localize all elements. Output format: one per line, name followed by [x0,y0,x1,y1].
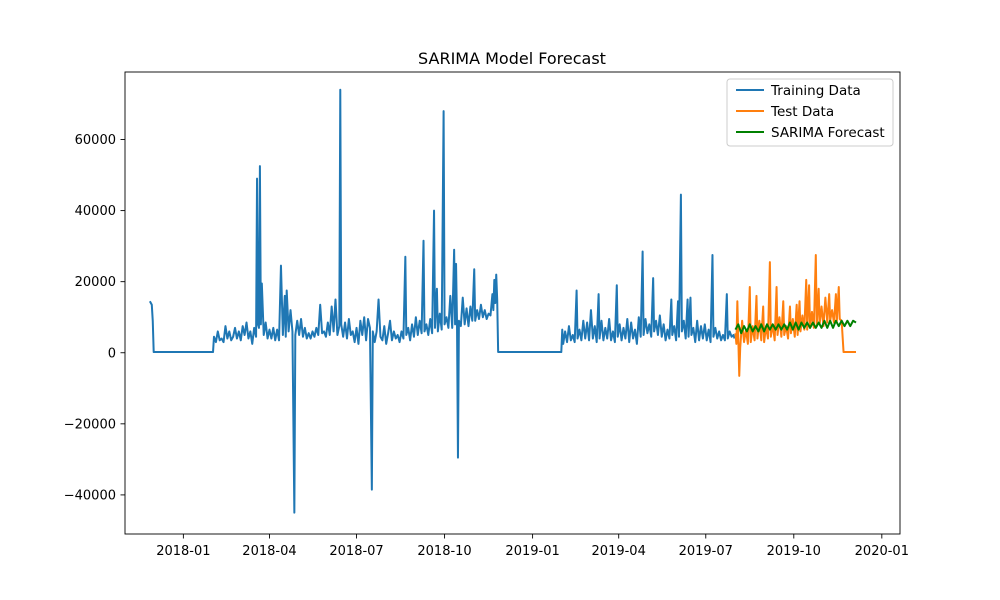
x-tick-label: 2019-07 [679,544,733,559]
series-line-sarima-forecast [734,319,857,335]
series-line-test-data [734,254,856,377]
chart-title: SARIMA Model Forecast [418,49,606,68]
series-line-training-data [148,88,736,514]
series-layer [148,88,857,514]
x-tick-label: 2018-10 [417,544,471,559]
legend-label-forecast: SARIMA Forecast [771,125,885,141]
y-tick-label: −20000 [64,417,116,432]
plot-frame [124,71,901,535]
y-tick-label: 0 [108,346,116,361]
x-axis: 2018-01 2018-04 2018-07 2018-10 2019-01 2019-… [156,534,909,559]
x-tick-label: 2018-07 [329,544,383,559]
x-tick-label: 2020-01 [855,544,909,559]
y-tick-label: 40000 [75,204,116,219]
x-tick-label: 2019-10 [767,544,821,559]
legend-label-test: Test Data [770,104,834,120]
legend-box [726,78,894,147]
x-tick-label: 2018-04 [242,544,296,559]
x-tick-label: 2019-01 [505,544,559,559]
y-tick-label: 20000 [75,275,116,290]
y-axis: −40000 −20000 0 20000 40000 60000 [64,133,125,503]
x-tick-label: 2019-04 [592,544,646,559]
legend-label-training: Training Data [770,83,861,99]
legend: Training Data Test Data SARIMA Forecast [726,78,894,147]
y-tick-label: −40000 [64,488,116,503]
y-tick-label: 60000 [75,133,116,148]
x-tick-label: 2018-01 [156,544,210,559]
